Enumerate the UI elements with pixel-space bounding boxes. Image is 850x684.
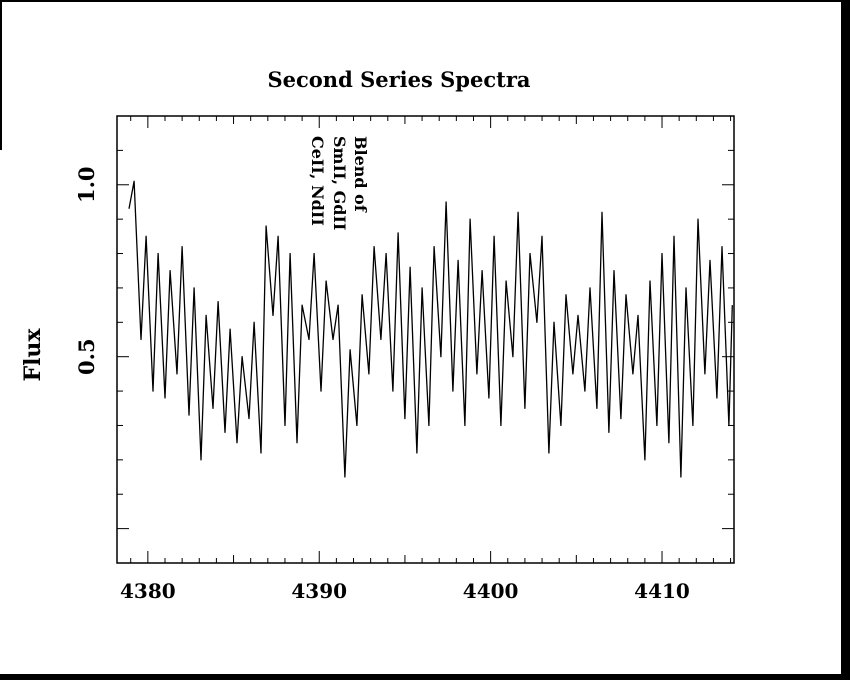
outer-border-bottom [0,674,850,680]
x-tick-label: 4410 [634,579,690,603]
annotation-line-1: Blend of [351,136,370,213]
annotation-line-3: CeII, NdII [308,136,327,226]
series-group [128,180,733,478]
y-tick-label: 0.5 [74,338,99,375]
axis-tick-labels: 4380 4390 4400 4410 0.5 1.0 [74,166,690,603]
axis-ticks [117,115,734,564]
outer-border-right [841,0,850,680]
x-tick-label: 4390 [291,579,347,603]
chart-title: Second Series Spectra [267,67,530,92]
y-axis-label: Flux [20,328,46,382]
annotation-line-2: SmII, GdII [330,136,349,230]
series-line-0 [128,180,733,478]
blend-annotation: Blend of SmII, GdII CeII, NdII [308,136,370,230]
x-tick-label: 4380 [120,579,176,603]
plot-area [116,115,735,564]
y-tick-label: 1.0 [74,166,99,203]
x-tick-label: 4400 [463,579,519,603]
